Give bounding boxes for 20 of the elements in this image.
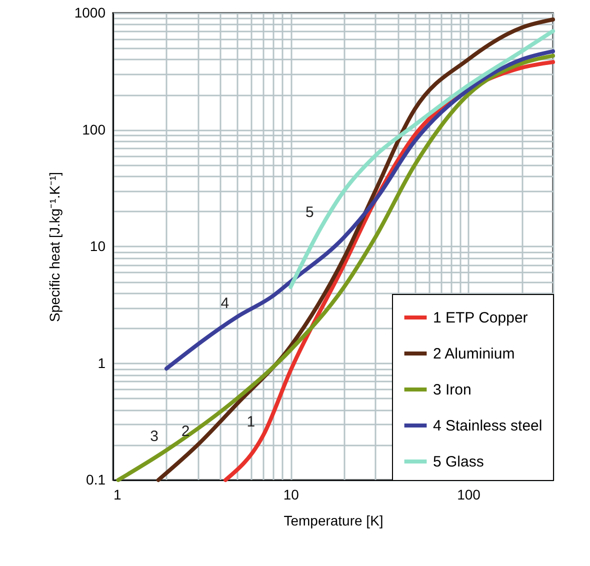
y-tick-label: 10 — [90, 238, 106, 254]
y-tick-label: 1 — [98, 354, 106, 371]
x-tick-label: 1 — [114, 486, 122, 502]
annotation: 3 — [150, 428, 158, 446]
x-tick-label: 10 — [283, 486, 300, 502]
legend-label: 1 ETP Copper — [433, 310, 528, 326]
y-axis-title: Specific heat [J.kg⁻¹.K⁻¹] — [46, 172, 62, 322]
y-tick-label: 1000 — [74, 4, 106, 20]
legend-label: 4 Stainless steel — [433, 418, 542, 434]
legend-label: 2 Aluminium — [433, 346, 515, 362]
annotation: 1 — [246, 414, 256, 431]
legend-label: 3 Iron — [433, 382, 472, 398]
x-axis-title: Temperature [K] — [284, 512, 384, 528]
legend-label: 5 Glass — [433, 454, 484, 470]
y-tick-label: 100 — [82, 121, 106, 138]
annotation: 2 — [181, 422, 190, 440]
annotation: 5 — [306, 204, 314, 221]
annotation: 4 — [220, 294, 230, 312]
x-tick-label: 100 — [457, 486, 481, 502]
y-tick-label: 0.1 — [86, 472, 106, 488]
